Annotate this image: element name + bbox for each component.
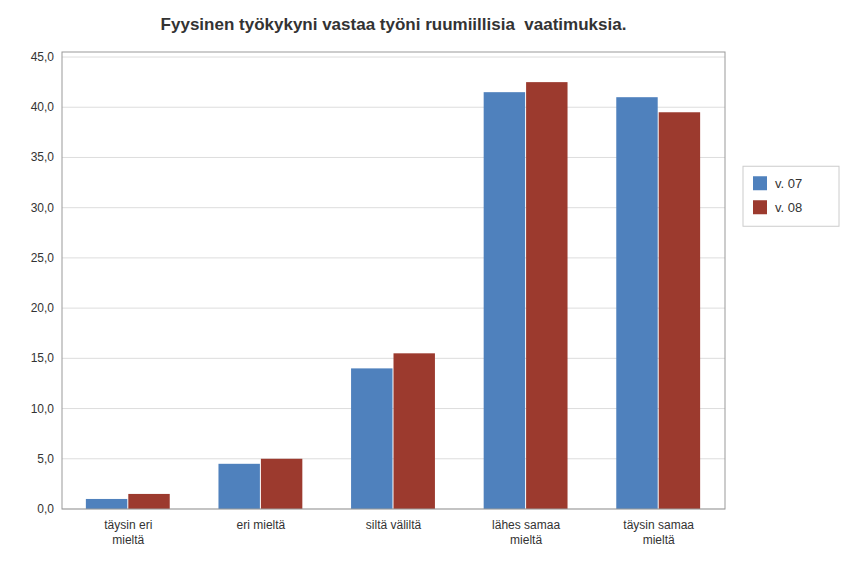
- legend-label: v. 07: [775, 176, 802, 191]
- chart-svg: Fyysinen työkykyni vastaa työni ruumiill…: [0, 0, 855, 571]
- x-axis: täysin erimieltä eri mieltä siltä väliltä l…: [104, 518, 694, 547]
- bar: [351, 368, 392, 509]
- y-tick-label: 40,0: [31, 100, 55, 114]
- plot-background: [62, 52, 725, 509]
- x-tick-label: siltä väliltä: [366, 518, 422, 532]
- y-tick-label: 10,0: [31, 402, 55, 416]
- y-axis: 0,0 5,0 10,0 15,0 20,0 25,0 30,0 35,0 40,0 45,0: [31, 50, 55, 516]
- grid: [62, 57, 725, 509]
- grid-line: [62, 57, 725, 58]
- bar: [484, 92, 525, 509]
- legend-swatch: [753, 200, 767, 214]
- x-tick-label: täysin erimieltä: [104, 518, 152, 547]
- bar: [616, 97, 657, 509]
- legend: v. 07 v. 08: [743, 166, 839, 226]
- y-tick-label: 45,0: [31, 50, 55, 64]
- plot-frame: [62, 52, 725, 509]
- y-tick-label: 35,0: [31, 150, 55, 164]
- bars: [86, 82, 700, 509]
- bar: [218, 464, 259, 509]
- y-tick-label: 25,0: [31, 251, 55, 265]
- legend-label: v. 08: [775, 200, 802, 215]
- x-tick-label: lähes samaamieltä: [492, 518, 560, 547]
- chart-title: Fyysinen työkykyni vastaa työni ruumiill…: [161, 15, 627, 34]
- y-tick-label: 20,0: [31, 301, 55, 315]
- bar-series: [86, 92, 658, 509]
- y-tick-label: 15,0: [31, 351, 55, 365]
- y-tick-label: 30,0: [31, 201, 55, 215]
- bar-series: [128, 82, 700, 509]
- legend-swatch: [753, 176, 767, 190]
- y-tick-label: 0,0: [37, 502, 54, 516]
- chart-container: Fyysinen työkykyni vastaa työni ruumiill…: [0, 0, 855, 571]
- legend-box: [743, 166, 839, 226]
- x-tick-label: täysin samaamieltä: [623, 518, 694, 547]
- bar: [86, 499, 127, 509]
- bar: [394, 353, 435, 509]
- x-tick-label: eri mieltä: [237, 518, 286, 532]
- y-tick-label: 5,0: [37, 452, 54, 466]
- bar: [261, 459, 302, 509]
- bar: [659, 112, 700, 509]
- bar: [128, 494, 169, 509]
- bar: [526, 82, 567, 509]
